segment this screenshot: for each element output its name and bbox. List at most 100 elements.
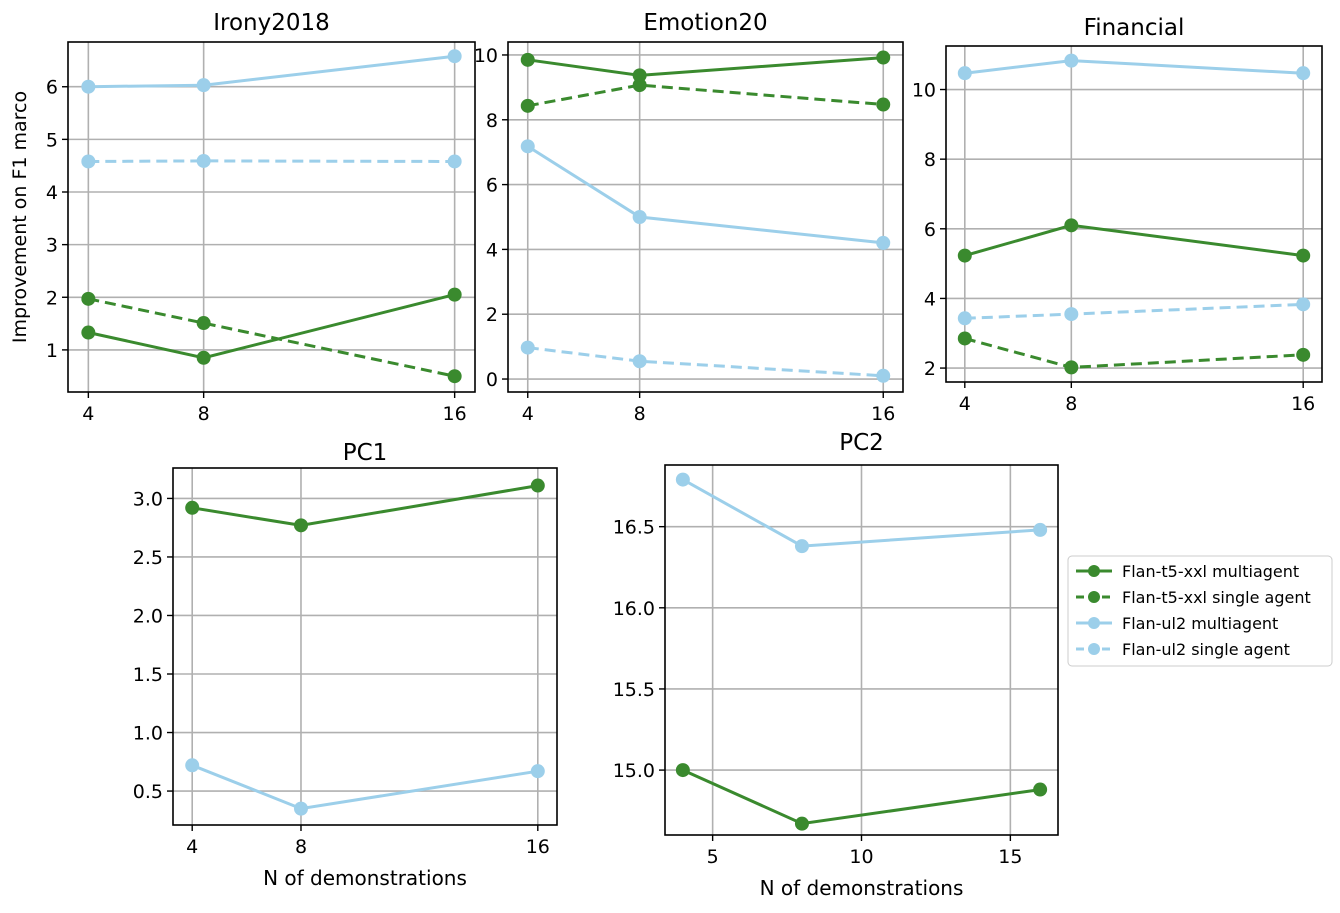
panel-4: 0.5 1.0 1.5 2.0 2.5 3.0 4 8 16 PC1 N of demonstrat… bbox=[133, 440, 558, 890]
y-tick-label: 4 bbox=[486, 239, 498, 261]
panel-title: Emotion20 bbox=[643, 10, 767, 36]
panel-title: PC2 bbox=[839, 430, 884, 456]
data-point bbox=[81, 79, 96, 94]
x-tick-label: 4 bbox=[522, 403, 534, 425]
y-tick-label: 0 bbox=[486, 369, 498, 391]
panel-3: 2 4 6 8 10 4 8 16 Financial bbox=[912, 15, 1323, 415]
series-flan-ul2-multiagent bbox=[675, 472, 1048, 554]
y-tick-label: 15.5 bbox=[613, 679, 655, 701]
data-point bbox=[1296, 66, 1311, 81]
panel-title: PC1 bbox=[343, 440, 388, 466]
y-tick-label: 3.0 bbox=[133, 488, 163, 510]
x-tick-label: 15 bbox=[998, 846, 1022, 868]
data-point bbox=[1296, 297, 1311, 312]
x-tick-label: 16 bbox=[871, 403, 895, 425]
y-tick-label: 8 bbox=[486, 110, 498, 132]
data-point bbox=[632, 210, 647, 224]
data-point bbox=[447, 154, 462, 169]
data-point bbox=[794, 539, 809, 554]
data-point bbox=[1296, 347, 1311, 362]
data-point bbox=[1064, 360, 1079, 375]
x-tick-label: 16 bbox=[443, 403, 467, 425]
series-line bbox=[964, 302, 1304, 320]
x-tick-label: 16 bbox=[526, 836, 550, 858]
data-point bbox=[196, 316, 211, 331]
axes-frame bbox=[172, 467, 558, 826]
legend-marker bbox=[1088, 591, 1100, 603]
data-point bbox=[1064, 53, 1079, 68]
data-point bbox=[81, 154, 96, 169]
data-point bbox=[675, 763, 690, 778]
y-tick-label: 2 bbox=[46, 287, 58, 309]
y-tick-label: 1.5 bbox=[133, 664, 163, 686]
data-point bbox=[1296, 248, 1311, 263]
y-tick-label: 2 bbox=[486, 304, 498, 326]
data-point bbox=[293, 801, 308, 816]
data-point bbox=[293, 518, 308, 533]
legend-label: Flan-ul2 single agent bbox=[1122, 640, 1290, 659]
data-point bbox=[876, 50, 891, 65]
legend-entry: Flan-t5-xxl multiagent bbox=[1076, 562, 1299, 581]
y-tick-label: 10 bbox=[912, 80, 936, 102]
data-point bbox=[876, 235, 891, 250]
data-point bbox=[196, 78, 211, 93]
data-point bbox=[447, 369, 462, 384]
y-tick-label: 5 bbox=[46, 129, 58, 151]
data-point bbox=[957, 66, 972, 81]
x-tick-label: 4 bbox=[82, 403, 94, 425]
y-tick-label: 2.5 bbox=[133, 547, 163, 569]
data-point bbox=[530, 764, 545, 779]
panel-1: 1 2 3 4 5 6 4 8 16 Irony2018 Improvement on F1 mar… bbox=[9, 10, 476, 425]
data-point bbox=[196, 350, 211, 365]
series-line bbox=[526, 145, 884, 245]
y-tick-label: 1 bbox=[46, 340, 58, 362]
x-tick-label: 16 bbox=[1291, 393, 1315, 415]
series-flan-t5-xxl-multiagent bbox=[520, 50, 891, 83]
data-point bbox=[520, 98, 535, 113]
y-tick-label: 4 bbox=[924, 288, 936, 310]
y-tick-label: 4 bbox=[46, 182, 58, 204]
series-flan-ul2-single-agent bbox=[520, 340, 891, 383]
data-point bbox=[447, 287, 462, 302]
y-tick-label: 10 bbox=[474, 45, 498, 67]
panel-2: 0 2 4 6 8 10 4 8 16 Emotion20 bbox=[474, 10, 904, 425]
data-point bbox=[794, 816, 809, 831]
data-point bbox=[957, 331, 972, 346]
data-point bbox=[632, 78, 647, 93]
data-point bbox=[520, 340, 535, 355]
y-tick-label: 6 bbox=[486, 175, 498, 197]
data-point bbox=[1064, 218, 1079, 233]
series-flan-t5-xxl-multiagent bbox=[185, 478, 545, 533]
series-flan-t5-xxl-multiagent bbox=[957, 218, 1311, 263]
y-tick-label: 2.0 bbox=[133, 605, 163, 627]
data-point bbox=[81, 291, 96, 306]
data-point bbox=[530, 478, 545, 493]
panel-5: 15.0 15.5 16.0 16.5 5 10 15 PC2 N of demonstrati… bbox=[613, 430, 1059, 900]
y-tick-label: 1.0 bbox=[133, 723, 163, 745]
data-point bbox=[1033, 522, 1048, 537]
series-flan-t5-xxl-single-agent bbox=[81, 291, 462, 384]
series-flan-t5-xxl-multiagent bbox=[81, 287, 462, 365]
series-flan-ul2-single-agent bbox=[81, 153, 462, 169]
series-line bbox=[964, 223, 1304, 258]
data-point bbox=[520, 139, 535, 154]
y-tick-label: 16.5 bbox=[613, 517, 655, 539]
series-flan-t5-xxl-multiagent bbox=[675, 763, 1048, 831]
data-point bbox=[876, 368, 891, 383]
y-tick-label: 15.0 bbox=[613, 760, 655, 782]
data-point bbox=[520, 52, 535, 67]
series-flan-t5-xxl-single-agent bbox=[957, 331, 1311, 375]
legend-entry: Flan-t5-xxl single agent bbox=[1076, 588, 1311, 607]
data-point bbox=[185, 500, 200, 515]
x-tick-label: 8 bbox=[1065, 393, 1077, 415]
y-tick-label: 3 bbox=[46, 235, 58, 257]
series-flan-ul2-multiagent bbox=[81, 49, 462, 94]
data-point bbox=[957, 248, 972, 263]
legend-label: Flan-ul2 multiagent bbox=[1122, 614, 1278, 633]
x-axis-label: N of demonstrations bbox=[263, 866, 467, 890]
x-tick-label: 5 bbox=[707, 846, 719, 868]
x-tick-label: 8 bbox=[198, 403, 210, 425]
panel-title: Irony2018 bbox=[213, 10, 330, 36]
x-tick-label: 10 bbox=[849, 846, 873, 868]
series-flan-t5-xxl-single-agent bbox=[520, 78, 891, 113]
